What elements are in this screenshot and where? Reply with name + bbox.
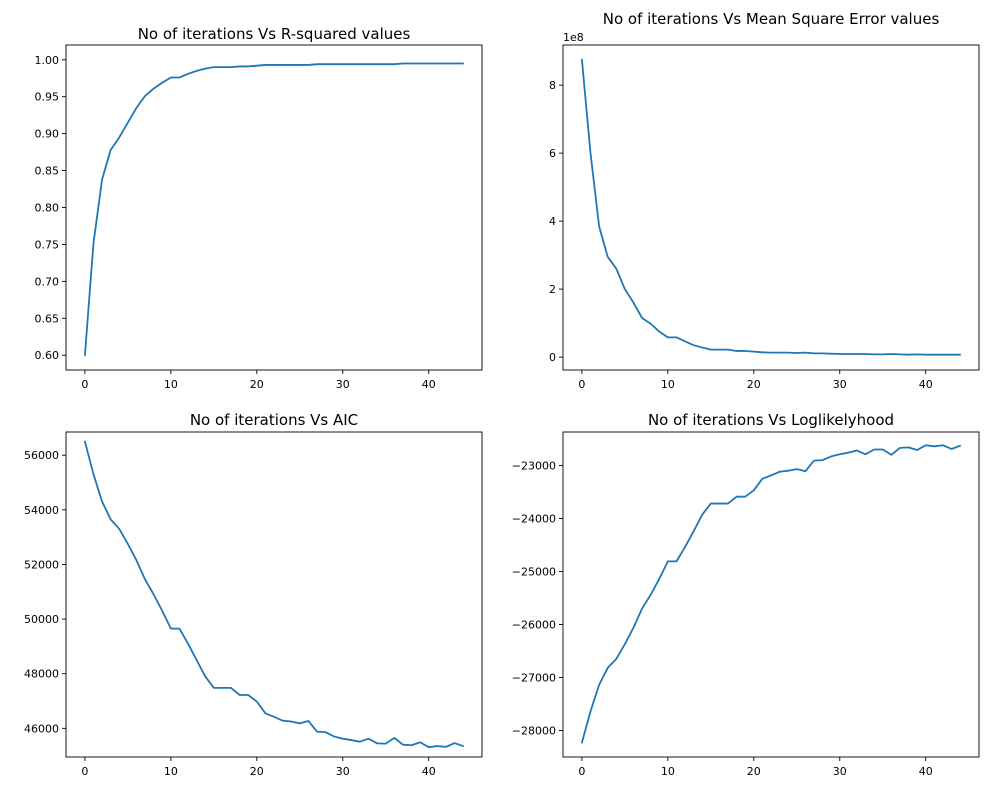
chart-title: No of iterations Vs Mean Square Error va… (603, 10, 940, 28)
x-tick-label: 40 (919, 765, 933, 778)
axes-frame (562, 44, 980, 371)
mse-chart: No of iterations Vs Mean Square Error va… (549, 10, 980, 391)
y-tick-label: 0.85 (35, 165, 60, 178)
y-tick-label: −25000 (512, 565, 556, 578)
y-tick-label: −28000 (512, 724, 556, 737)
x-tick-label: 10 (661, 378, 675, 391)
y-tick-label: 54000 (24, 504, 59, 517)
chart-title: No of iterations Vs R-squared values (138, 25, 411, 43)
y-tick-label: 0.70 (35, 275, 60, 288)
x-tick-label: 0 (81, 378, 88, 391)
y-tick-label: 50000 (24, 613, 59, 626)
x-tick-label: 30 (336, 378, 350, 391)
y-tick-label: 0.80 (35, 202, 60, 215)
x-tick-label: 20 (747, 378, 761, 391)
x-tick-label: 10 (164, 765, 178, 778)
chart-title: No of iterations Vs AIC (190, 411, 358, 429)
y-tick-label: 56000 (24, 449, 59, 462)
x-tick-label: 40 (422, 378, 436, 391)
y-tick-label: 0.75 (35, 238, 60, 251)
loglikelihood-chart: No of iterations Vs Loglikelyhood 0 10 20 3… (512, 411, 980, 778)
y-offset-label: 1e8 (563, 31, 584, 44)
x-tick-label: 10 (661, 765, 675, 778)
series-line (581, 444, 961, 744)
x-tick-label: 30 (336, 765, 350, 778)
y-tick-label: 8 (549, 79, 556, 92)
x-tick-label: 40 (919, 378, 933, 391)
y-tick-label: 0 (549, 351, 556, 364)
x-tick-label: 20 (747, 765, 761, 778)
y-tick-label: 48000 (24, 668, 59, 681)
y-tick-label: 2 (549, 283, 556, 296)
y-tick-label: 52000 (24, 558, 59, 571)
y-tick-label: 4 (549, 215, 556, 228)
y-tick-label: 0.65 (35, 312, 60, 325)
y-tick-label: 6 (549, 147, 556, 160)
y-tick-label: 1.00 (35, 54, 60, 67)
x-tick-label: 40 (422, 765, 436, 778)
x-tick-label: 30 (833, 378, 847, 391)
y-tick-label: 0.95 (35, 91, 60, 104)
y-tick-label: 0.90 (35, 128, 60, 141)
aic-chart: No of iterations Vs AIC 0 10 20 30 40 46000 48… (24, 411, 483, 778)
r-squared-chart: No of iterations Vs R-squared values 0 10… (35, 25, 483, 391)
x-tick-label: 10 (164, 378, 178, 391)
series-line (84, 62, 464, 357)
y-tick-label: −23000 (512, 459, 556, 472)
x-tick-label: 0 (578, 765, 585, 778)
y-tick-label: 46000 (24, 722, 59, 735)
axes-frame (562, 431, 980, 758)
x-tick-label: 30 (833, 765, 847, 778)
series-line (581, 58, 961, 356)
x-tick-label: 0 (81, 765, 88, 778)
axes-frame (65, 431, 483, 758)
series-line (84, 440, 464, 749)
chart-title: No of iterations Vs Loglikelyhood (648, 411, 894, 429)
y-tick-label: −27000 (512, 671, 556, 684)
y-tick-label: 0.60 (35, 349, 60, 362)
x-tick-label: 20 (250, 765, 264, 778)
x-tick-label: 0 (578, 378, 585, 391)
x-tick-label: 20 (250, 378, 264, 391)
y-tick-label: −26000 (512, 618, 556, 631)
y-tick-label: −24000 (512, 512, 556, 525)
